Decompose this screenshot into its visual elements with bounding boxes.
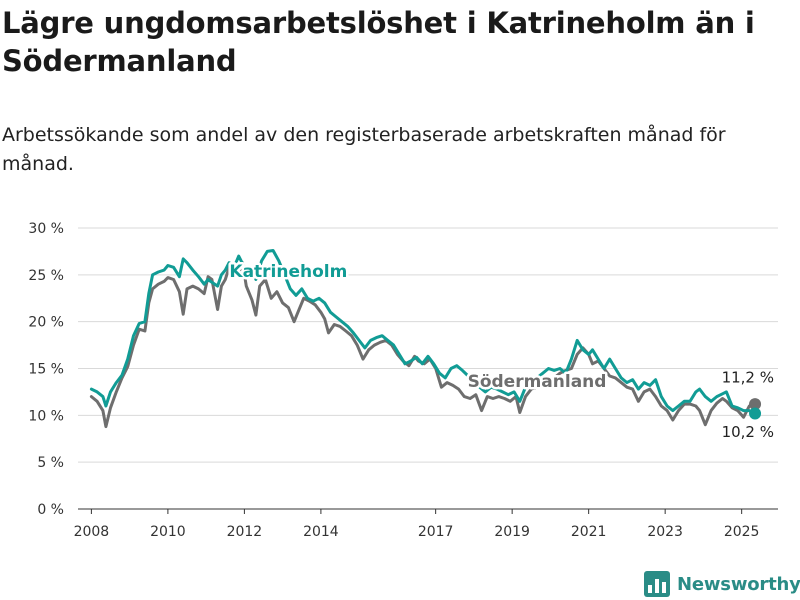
- brand-footer: Newsworthy: [644, 570, 800, 598]
- x-tick-label: 2014: [303, 524, 339, 540]
- y-tick-label: 15 %: [28, 362, 64, 378]
- x-tick-label: 2010: [150, 524, 186, 540]
- series-name-label: Södermanland: [468, 372, 607, 392]
- line-chart: 0 %5 %10 %15 %20 %25 %30 % 2008 2010 2012 2…: [28, 221, 778, 540]
- series-lines: [89, 249, 762, 429]
- chart-title: Lägre ungdomsarbetslöshet i Katrineholm …: [2, 6, 755, 78]
- x-axis-ticks: 2008 2010 2012 2014 2017 2019 2021 2023 2025: [74, 509, 760, 540]
- brand-name: Newsworthy: [677, 573, 800, 595]
- x-tick-label: 2008: [74, 524, 110, 540]
- x-tick-label: 2019: [494, 524, 530, 540]
- end-point-katrineholm: [749, 407, 762, 420]
- bar-chart-logo-icon: [644, 571, 670, 597]
- series-name-label: Katrineholm: [229, 262, 347, 282]
- y-axis-ticks: 0 % 5 % 10 % 15 % 20 % 25 % 30 %: [28, 221, 64, 518]
- x-tick-label: 2023: [647, 524, 683, 540]
- end-point-södermanland: [749, 398, 762, 411]
- x-tick-label: 2012: [227, 524, 263, 540]
- end-value-label: 10,2 %: [722, 423, 774, 441]
- grid-lines: [78, 227, 778, 510]
- y-tick-label: 5 %: [37, 455, 64, 471]
- chart-subtitle: Arbetssökande som andel av den registerb…: [2, 124, 726, 175]
- y-tick-label: 25 %: [28, 268, 64, 284]
- series-line-södermanland: [89, 261, 757, 429]
- series-labels: Katrineholm Södermanland 11,2 % 10,2 %: [227, 260, 776, 443]
- y-tick-label: 0 %: [37, 502, 64, 518]
- x-tick-label: 2025: [724, 524, 760, 540]
- series-line-katrineholm: [89, 249, 757, 415]
- end-value-label: 11,2 %: [722, 369, 774, 387]
- y-tick-label: 30 %: [28, 221, 64, 237]
- y-tick-label: 10 %: [28, 408, 64, 424]
- x-tick-label: 2017: [418, 524, 454, 540]
- x-tick-label: 2021: [571, 524, 607, 540]
- y-tick-label: 20 %: [28, 315, 64, 331]
